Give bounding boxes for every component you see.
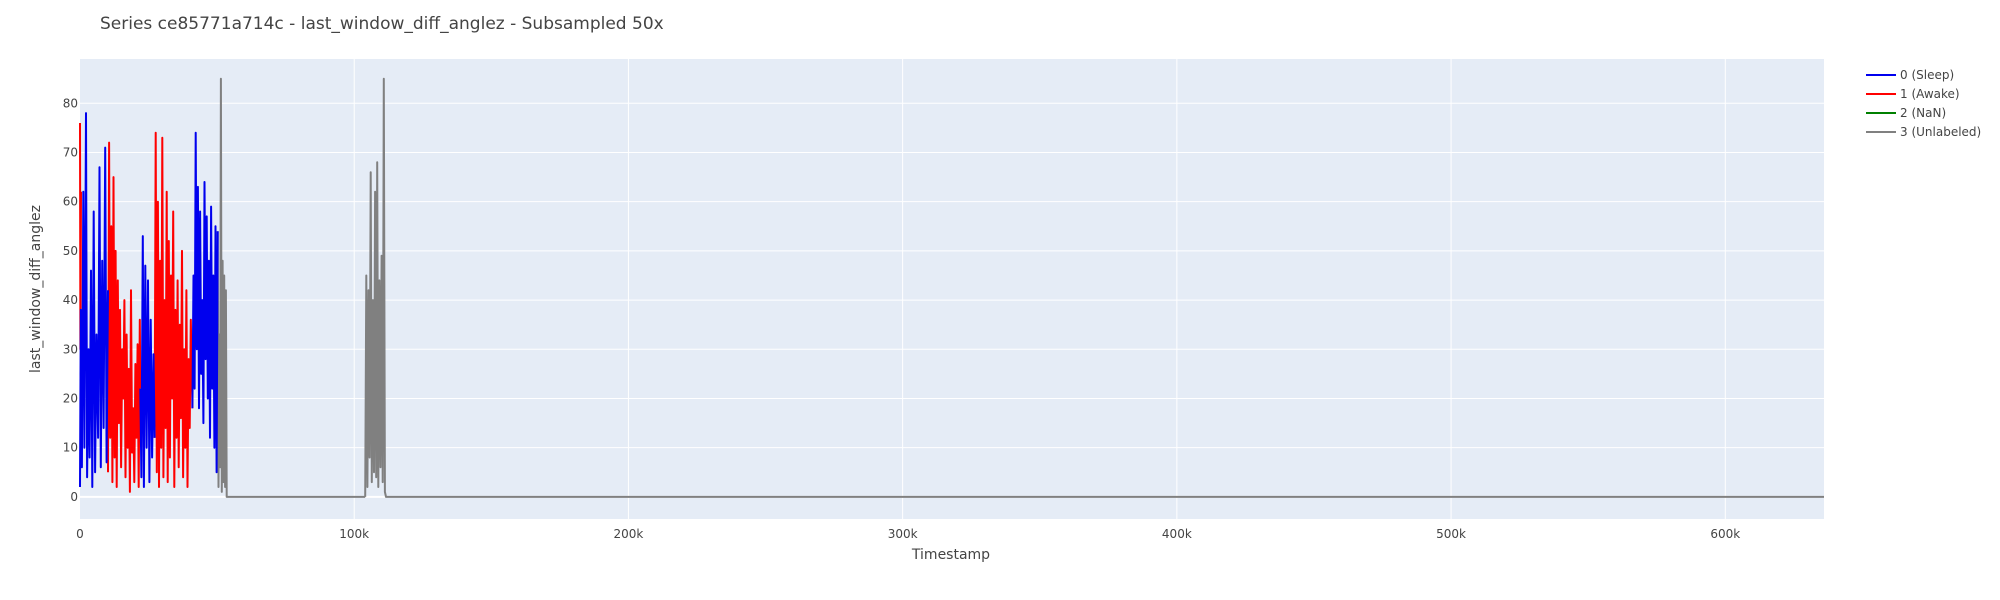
legend-item-3-unlabeled[interactable]: 3 (Unlabeled) bbox=[1866, 125, 1981, 139]
x-axis-title: Timestamp bbox=[911, 547, 990, 563]
y-tick-label: 50 bbox=[63, 244, 78, 258]
legend-label: 0 (Sleep) bbox=[1900, 68, 1954, 82]
legend-item-0-sleep[interactable]: 0 (Sleep) bbox=[1866, 68, 1954, 82]
x-tick-label: 600k bbox=[1710, 527, 1740, 541]
series-line-3-unlabeled bbox=[216, 77, 366, 498]
legend[interactable]: 0 (Sleep) 1 (Awake) 2 (NaN) 3 (Unlabeled) bbox=[1866, 68, 1981, 139]
y-tick-label: 30 bbox=[63, 342, 78, 356]
x-tick-label: 0 bbox=[76, 527, 84, 541]
series-line-0-sleep bbox=[79, 112, 109, 488]
series-line-0-sleep bbox=[139, 235, 156, 488]
y-tick-label: 60 bbox=[63, 195, 78, 209]
y-axis-title: last_window_diff_anglez bbox=[28, 205, 44, 373]
x-tick-label: 200k bbox=[613, 527, 643, 541]
y-tick-label: 40 bbox=[63, 293, 78, 307]
plot-area bbox=[80, 59, 1824, 519]
y-axis-ticks: 0 10 20 30 40 50 60 70 80 bbox=[63, 96, 78, 504]
y-tick-label: 0 bbox=[70, 490, 78, 504]
x-tick-label: 100k bbox=[339, 527, 369, 541]
chart-title: Series ce85771a714c - last_window_diff_a… bbox=[100, 14, 664, 34]
series-line-0-sleep bbox=[191, 131, 219, 474]
series-layer bbox=[79, 77, 1824, 498]
x-tick-label: 400k bbox=[1162, 527, 1192, 541]
legend-label: 3 (Unlabeled) bbox=[1900, 125, 1981, 139]
legend-item-2-nan[interactable]: 2 (NaN) bbox=[1866, 106, 1946, 120]
y-tick-label: 20 bbox=[63, 391, 78, 405]
series-line-3-unlabeled bbox=[364, 77, 1824, 498]
series-line-1-awake bbox=[107, 141, 142, 493]
legend-label: 2 (NaN) bbox=[1900, 106, 1946, 120]
y-tick-label: 70 bbox=[63, 145, 78, 159]
y-tick-label: 80 bbox=[63, 96, 78, 110]
x-tick-label: 500k bbox=[1436, 527, 1466, 541]
x-tick-label: 300k bbox=[888, 527, 918, 541]
legend-label: 1 (Awake) bbox=[1900, 87, 1960, 101]
series-line-1-awake bbox=[153, 131, 194, 488]
legend-item-1-awake[interactable]: 1 (Awake) bbox=[1866, 87, 1960, 101]
y-tick-label: 10 bbox=[63, 441, 78, 455]
x-axis-ticks: 0 100k 200k 300k 400k 500k 600k bbox=[76, 527, 1740, 541]
